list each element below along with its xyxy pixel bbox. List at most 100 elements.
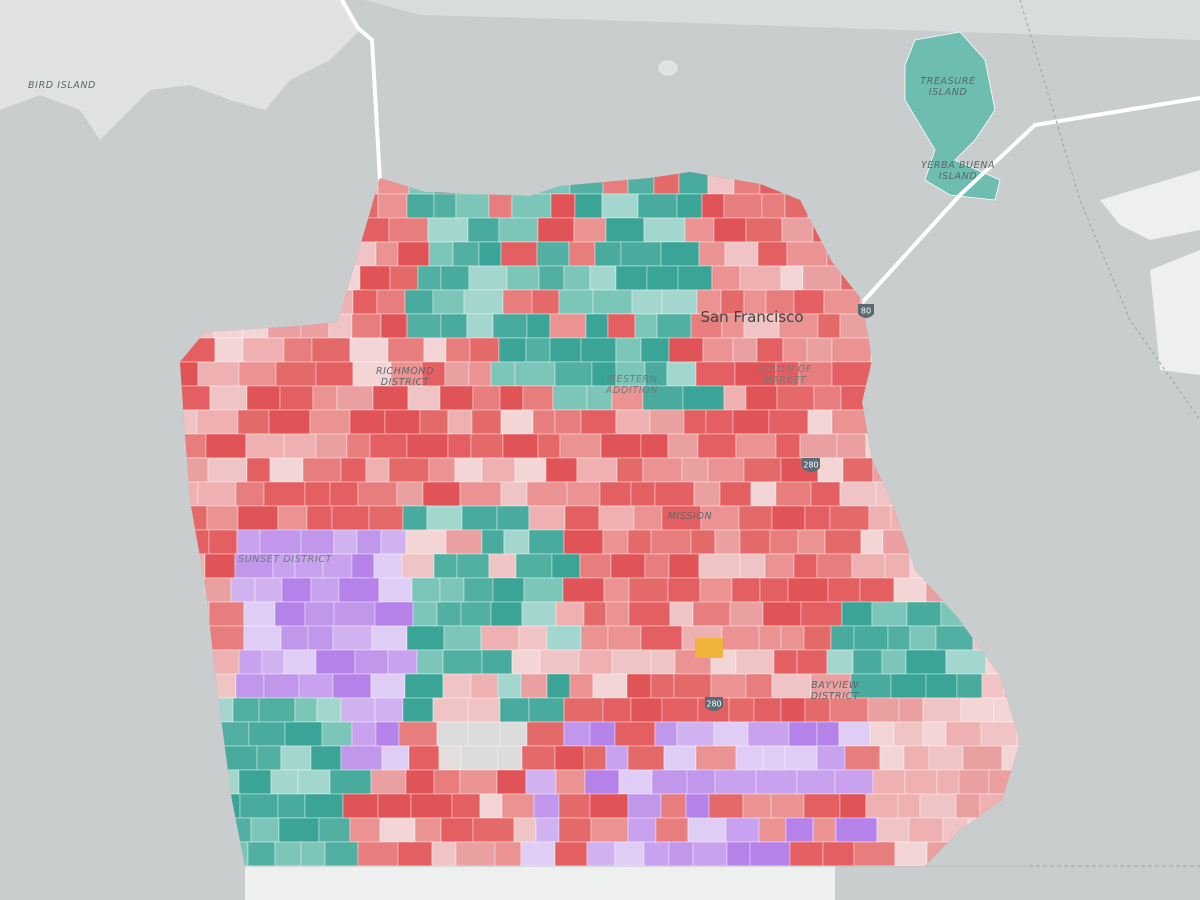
tract: [274, 841, 302, 866]
tract: [370, 769, 407, 795]
tract: [788, 721, 818, 747]
tract: [277, 793, 306, 819]
tract: [630, 697, 663, 723]
tract: [705, 409, 734, 435]
tract: [781, 217, 814, 243]
place-label: TREASURE: [920, 76, 975, 87]
tract: [321, 721, 353, 747]
tract: [728, 697, 755, 723]
highway-label: 80: [861, 307, 871, 316]
tract: [660, 241, 700, 267]
tract: [245, 433, 285, 459]
tract: [816, 745, 846, 771]
tract: [566, 481, 601, 507]
tract: [522, 385, 554, 411]
tract: [699, 577, 733, 603]
tract: [238, 769, 272, 795]
shield-bg: [705, 697, 723, 711]
land-east: [1100, 170, 1200, 240]
tract: [955, 793, 981, 819]
tract: [431, 841, 457, 866]
tract: [695, 745, 737, 771]
place-label: YERBA BUENA: [921, 160, 995, 171]
tract: [417, 265, 442, 291]
tract: [374, 601, 414, 627]
tract: [724, 241, 759, 267]
tract: [333, 601, 376, 627]
tract: [404, 673, 444, 699]
tract: [586, 841, 616, 866]
tract: [660, 793, 687, 819]
tract: [378, 577, 413, 603]
tract: [928, 745, 964, 771]
tract: [826, 649, 854, 675]
tract: [318, 817, 351, 843]
tract: [580, 409, 617, 435]
tract: [455, 193, 490, 219]
tract: [879, 745, 905, 771]
tract: [352, 289, 378, 315]
tract: [958, 769, 990, 795]
tract: [340, 745, 383, 771]
tract: [876, 817, 910, 843]
tract: [721, 625, 760, 651]
tract: [589, 721, 616, 747]
tract: [829, 697, 869, 723]
tract: [357, 481, 398, 507]
tract: [432, 289, 465, 315]
tract: [329, 481, 359, 507]
tract: [205, 433, 247, 459]
tract: [268, 409, 311, 435]
tract: [549, 337, 582, 363]
tract: [488, 193, 513, 219]
tract: [887, 625, 911, 651]
tract: [433, 769, 461, 795]
tract: [419, 409, 449, 435]
tract: [416, 649, 444, 675]
tract: [793, 289, 825, 315]
tract: [390, 361, 423, 387]
tract: [331, 505, 370, 531]
tract: [388, 457, 430, 483]
tract: [559, 433, 602, 459]
tract: [800, 601, 843, 627]
tract: [583, 601, 607, 627]
tract: [315, 433, 348, 459]
tract: [525, 337, 551, 363]
tract: [640, 433, 669, 459]
tract: [371, 625, 408, 651]
tract: [605, 745, 629, 771]
tract: [701, 193, 725, 219]
tract: [936, 769, 960, 795]
tract: [197, 361, 240, 387]
tract: [735, 433, 777, 459]
tract: [307, 625, 334, 651]
county-line: [1019, 0, 1200, 421]
tract: [650, 673, 675, 699]
tract: [649, 409, 685, 435]
place-label: RICHMOND: [376, 366, 434, 377]
tract: [732, 409, 770, 435]
tract: [708, 793, 744, 819]
tract: [592, 289, 633, 315]
tract: [851, 553, 886, 579]
tract: [206, 625, 245, 651]
tract: [472, 817, 515, 843]
tract: [238, 361, 277, 387]
tract: [254, 577, 283, 603]
tract: [528, 529, 565, 555]
tract: [668, 841, 694, 866]
tract: [684, 217, 715, 243]
tract: [759, 577, 789, 603]
place-label: ISLAND: [939, 171, 978, 182]
tract: [661, 697, 699, 723]
place-label: DISTRICT: [381, 377, 430, 388]
tract: [406, 433, 449, 459]
tract: [472, 385, 501, 411]
tract: [340, 697, 376, 723]
tract: [375, 721, 400, 747]
islet: [658, 60, 678, 76]
tract: [742, 793, 772, 819]
